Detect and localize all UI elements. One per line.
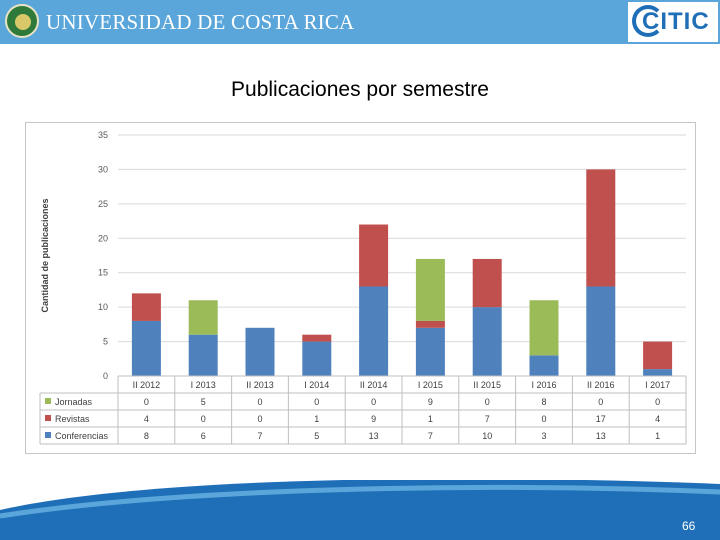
bar-conferencias	[131, 320, 161, 376]
table-value: 7	[257, 431, 262, 441]
table-value: 1	[428, 414, 433, 424]
x-category-label: I 2013	[191, 380, 216, 390]
y-tick-label: 25	[98, 199, 108, 209]
bar-revistas	[359, 224, 389, 287]
table-value: 4	[144, 414, 149, 424]
bar-conferencias	[643, 369, 673, 376]
table-value: 3	[541, 431, 546, 441]
table-value: 0	[655, 397, 660, 407]
university-seal-icon	[5, 4, 39, 38]
y-tick-label: 0	[103, 371, 108, 381]
citic-logo-text: CITIC	[642, 8, 710, 35]
legend-swatch	[45, 398, 51, 404]
table-value: 8	[541, 397, 546, 407]
bar-jornadas	[415, 258, 445, 321]
x-category-label: I 2016	[531, 380, 556, 390]
bar-conferencias	[586, 286, 616, 376]
bar-conferencias	[472, 307, 502, 376]
chart-panel: 0 5 10 15 20 25 30 35 Cantidad de publicaciones I…	[25, 122, 696, 454]
table-value: 4	[655, 414, 660, 424]
bar-conferencias	[302, 341, 332, 376]
legend-label: Conferencias	[55, 431, 109, 441]
university-name: UNIVERSIDAD DE COSTA RICA	[46, 10, 355, 34]
table-value: 0	[144, 397, 149, 407]
citic-ring-icon	[632, 5, 664, 37]
legend-swatch	[45, 415, 51, 421]
y-tick-label: 10	[98, 302, 108, 312]
table-value: 9	[371, 414, 376, 424]
table-value: 13	[596, 431, 606, 441]
bar-conferencias	[359, 286, 389, 376]
y-axis-label: Cantidad de publicaciones	[40, 198, 50, 312]
table-value: 0	[485, 397, 490, 407]
bar-revistas	[302, 334, 332, 342]
table-value: 5	[201, 397, 206, 407]
x-category-label: II 2015	[473, 380, 501, 390]
x-category-label: II 2016	[587, 380, 615, 390]
bar-conferencias	[415, 327, 445, 376]
bar-revistas	[472, 258, 502, 308]
table-value: 5	[314, 431, 319, 441]
table-value: 17	[596, 414, 606, 424]
bar-revistas	[131, 293, 161, 321]
slide-title: Publicaciones por semestre	[231, 78, 489, 101]
bar-conferencias	[529, 355, 559, 376]
citic-logo: CITIC	[628, 2, 718, 42]
table-value: 13	[369, 431, 379, 441]
table-value: 0	[257, 397, 262, 407]
bar-jornadas	[529, 300, 559, 356]
bar-revistas	[643, 341, 673, 370]
table-value: 10	[482, 431, 492, 441]
table-value: 9	[428, 397, 433, 407]
x-category-label: I 2014	[304, 380, 329, 390]
legend-swatch	[45, 432, 51, 438]
table-value: 7	[485, 414, 490, 424]
table-value: 7	[428, 431, 433, 441]
legend-label: Jornadas	[55, 397, 93, 407]
bar-conferencias	[245, 327, 275, 376]
table-value: 0	[598, 397, 603, 407]
table-value: 0	[371, 397, 376, 407]
x-category-label: II 2013	[246, 380, 274, 390]
header-bar: UNIVERSIDAD DE COSTA RICA CITIC	[0, 0, 720, 44]
table-value: 0	[257, 414, 262, 424]
table-value: 8	[144, 431, 149, 441]
page-number: 66	[682, 519, 696, 533]
table-value: 1	[655, 431, 660, 441]
footer-wave	[0, 480, 720, 540]
table-value: 0	[314, 397, 319, 407]
y-tick-label: 5	[103, 337, 108, 347]
bar-jornadas	[188, 300, 218, 335]
table-value: 0	[541, 414, 546, 424]
y-tick-label: 35	[98, 130, 108, 140]
bar-revistas	[586, 169, 616, 287]
x-category-label: II 2014	[360, 380, 388, 390]
y-tick-label: 15	[98, 268, 108, 278]
x-category-label: I 2017	[645, 380, 670, 390]
legend-label: Revistas	[55, 414, 90, 424]
x-category-label: I 2015	[418, 380, 443, 390]
bar-conferencias	[188, 334, 218, 376]
table-value: 6	[201, 431, 206, 441]
x-category-label: II 2012	[133, 380, 161, 390]
table-value: 0	[201, 414, 206, 424]
y-tick-label: 30	[98, 164, 108, 174]
bar-revistas	[415, 320, 445, 328]
table-value: 1	[314, 414, 319, 424]
y-tick-label: 20	[98, 233, 108, 243]
